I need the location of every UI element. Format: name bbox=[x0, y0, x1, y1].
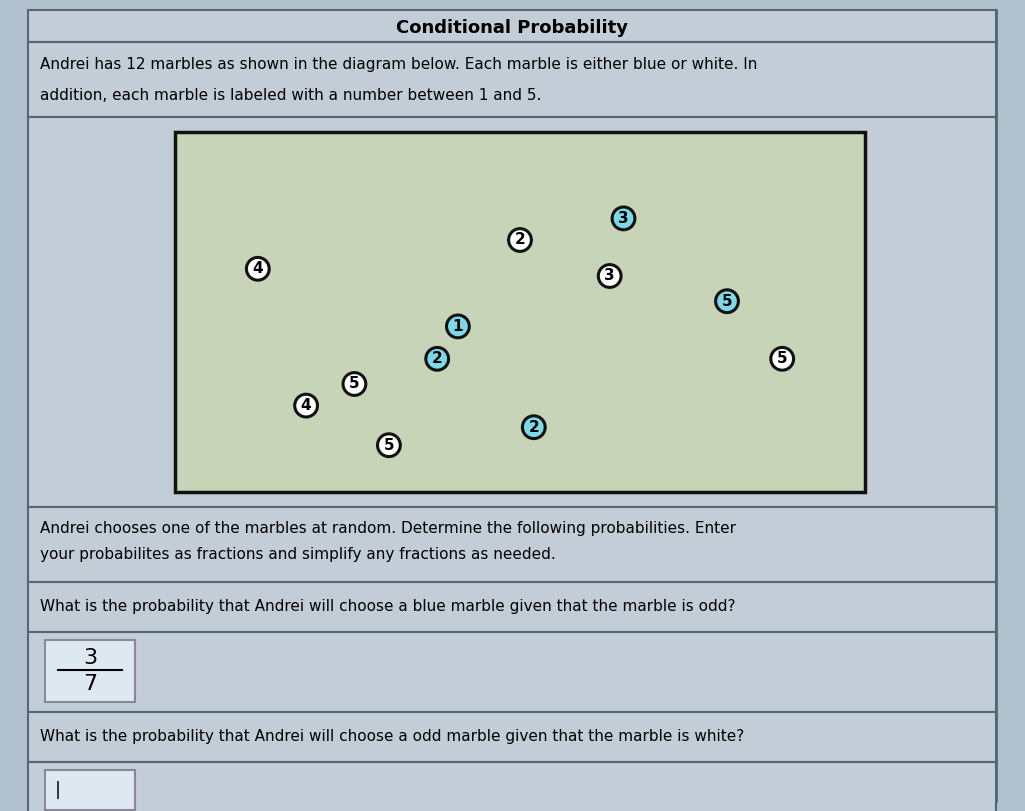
Bar bbox=[28, 117, 996, 507]
Text: Andrei chooses one of the marbles at random. Determine the following probabiliti: Andrei chooses one of the marbles at ran… bbox=[40, 521, 736, 537]
Text: What is the probability that Andrei will choose a odd marble given that the marb: What is the probability that Andrei will… bbox=[40, 730, 744, 744]
Text: your probabilites as fractions and simplify any fractions as needed.: your probabilites as fractions and simpl… bbox=[40, 547, 556, 563]
Text: 3: 3 bbox=[605, 268, 615, 284]
Bar bbox=[45, 640, 135, 702]
Text: 5: 5 bbox=[350, 376, 360, 392]
Circle shape bbox=[447, 315, 469, 338]
Text: 2: 2 bbox=[515, 233, 526, 247]
Circle shape bbox=[715, 290, 738, 312]
Bar bbox=[28, 582, 996, 632]
Text: |: | bbox=[55, 781, 62, 799]
Circle shape bbox=[599, 264, 621, 287]
Circle shape bbox=[508, 229, 531, 251]
Circle shape bbox=[771, 347, 793, 370]
Text: 5: 5 bbox=[777, 351, 787, 367]
Text: Conditional Probability: Conditional Probability bbox=[396, 19, 628, 37]
Text: Andrei has 12 marbles as shown in the diagram below. Each marble is either blue : Andrei has 12 marbles as shown in the di… bbox=[40, 58, 757, 72]
Bar bbox=[28, 762, 996, 811]
Bar bbox=[28, 42, 996, 117]
Bar bbox=[175, 132, 865, 492]
Bar bbox=[28, 507, 996, 582]
Bar bbox=[28, 712, 996, 762]
Circle shape bbox=[425, 347, 449, 370]
Circle shape bbox=[343, 372, 366, 396]
Text: addition, each marble is labeled with a number between 1 and 5.: addition, each marble is labeled with a … bbox=[40, 88, 541, 102]
Text: 4: 4 bbox=[300, 398, 312, 413]
Text: 5: 5 bbox=[722, 294, 732, 309]
Circle shape bbox=[523, 416, 545, 439]
Text: 7: 7 bbox=[83, 674, 97, 694]
Text: 4: 4 bbox=[252, 261, 263, 277]
Circle shape bbox=[377, 434, 401, 457]
Text: What is the probability that Andrei will choose a blue marble given that the mar: What is the probability that Andrei will… bbox=[40, 599, 736, 615]
Circle shape bbox=[612, 207, 634, 230]
Text: 3: 3 bbox=[618, 211, 628, 226]
Circle shape bbox=[246, 257, 270, 280]
Bar bbox=[28, 632, 996, 712]
Text: 1: 1 bbox=[453, 319, 463, 334]
Circle shape bbox=[295, 394, 318, 417]
Text: 3: 3 bbox=[83, 648, 97, 668]
Bar bbox=[45, 770, 135, 810]
Text: 2: 2 bbox=[529, 420, 539, 435]
Text: 5: 5 bbox=[383, 438, 395, 453]
Text: 2: 2 bbox=[432, 351, 443, 367]
Bar bbox=[28, 10, 996, 42]
